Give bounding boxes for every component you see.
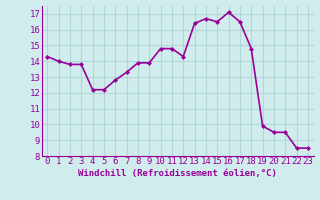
X-axis label: Windchill (Refroidissement éolien,°C): Windchill (Refroidissement éolien,°C) [78, 169, 277, 178]
